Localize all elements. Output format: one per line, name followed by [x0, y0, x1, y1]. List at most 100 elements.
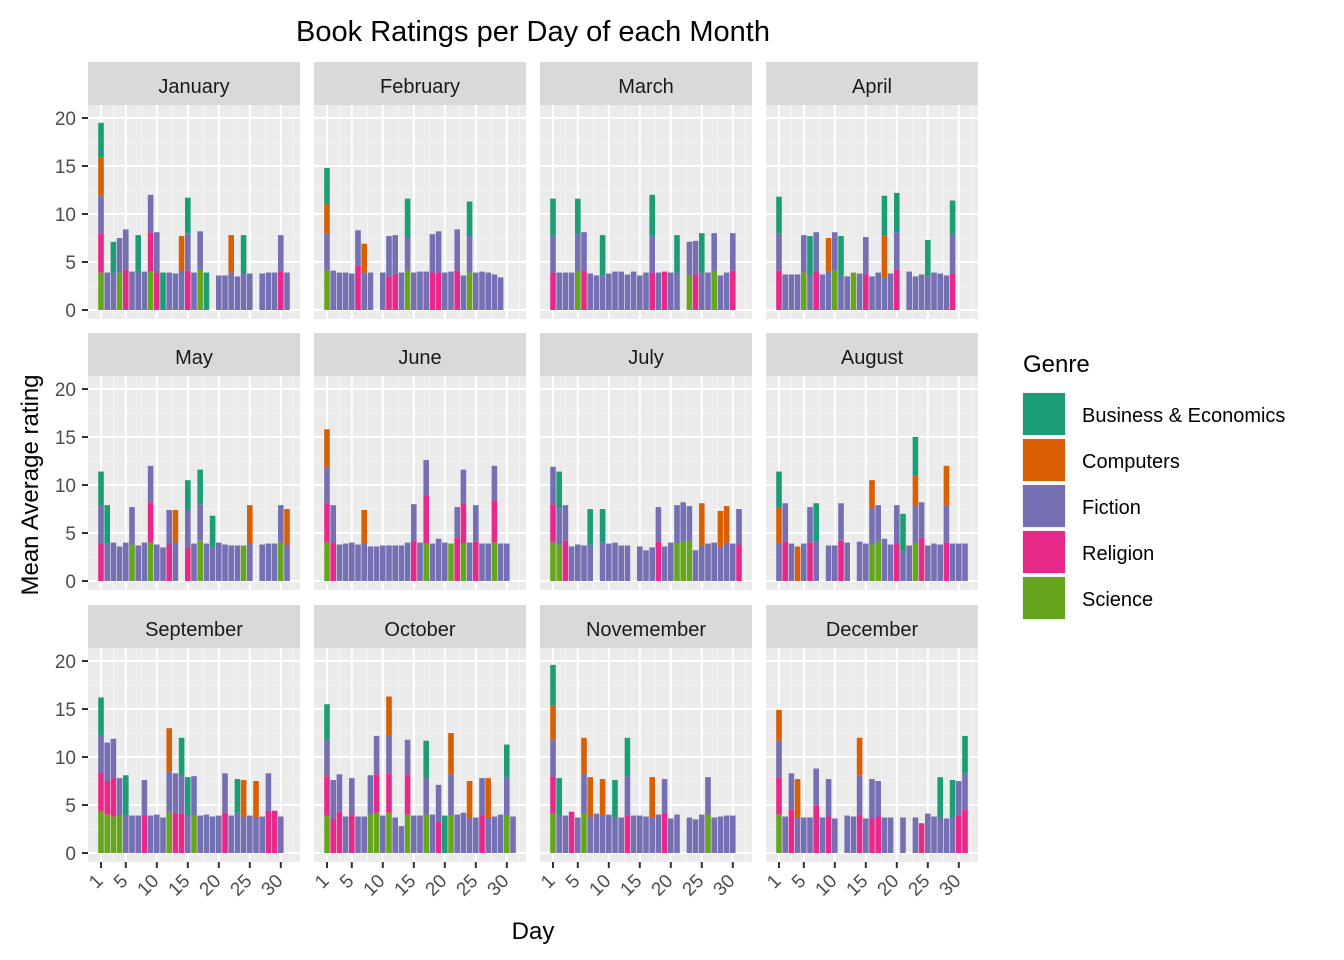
facet-panel-march: March [540, 62, 752, 319]
bar-segment-business-economics [185, 480, 191, 510]
bar-segment-religion [962, 809, 968, 853]
bar-segment-fiction [129, 507, 135, 545]
bar-segment-business-economics [900, 513, 906, 552]
bar-segment-fiction [466, 542, 473, 581]
x-tick-label: 25 [679, 871, 709, 901]
bar-segment-fiction [278, 235, 284, 272]
bar-segment-fiction [881, 277, 888, 310]
x-tick-label: 1 [85, 871, 107, 893]
bar-segment-religion [813, 805, 819, 853]
bar-segment-fiction [271, 543, 278, 581]
x-tick-label: 15 [617, 871, 647, 901]
facet-strip-label: February [380, 76, 460, 98]
bar-segment-fiction [373, 546, 380, 581]
facet-strip [88, 605, 300, 648]
bar-segment-fiction [881, 817, 888, 853]
facet-strip [540, 605, 752, 648]
x-tick-label: 10 [586, 871, 616, 901]
bar-segment-fiction [711, 233, 717, 272]
bar-segment-religion [185, 270, 191, 310]
bar-segment-religion [429, 272, 436, 310]
x-tick-label: 30 [710, 871, 740, 901]
bar-segment-fiction [593, 813, 600, 853]
bar-segment-business-economics [776, 196, 782, 234]
bar-segment-fiction [782, 503, 788, 542]
bar-segment-fiction [962, 543, 968, 581]
legend-swatch [1023, 531, 1065, 573]
x-tick-label: 15 [391, 871, 421, 901]
bar-segment-computers [284, 509, 290, 545]
bar-segment-fiction [411, 815, 417, 853]
bar-segment-fiction [104, 272, 110, 310]
bar-segment-fiction [197, 815, 203, 853]
bar-segment-fiction [98, 195, 104, 234]
bar-segment-fiction [661, 779, 668, 813]
bar-segment-fiction [723, 542, 730, 581]
bar-segment-fiction [404, 542, 411, 581]
bar-segment-fiction [423, 778, 429, 815]
bar-segment-fiction [794, 274, 801, 310]
bar-segment-religion [454, 270, 460, 310]
bar-segment-fiction [599, 275, 606, 310]
bar-segment-science [129, 544, 135, 581]
bar-segment-religion [172, 812, 179, 853]
bar-segment-fiction [875, 272, 881, 310]
bar-segment-fiction [485, 817, 491, 853]
bar-segment-fiction [154, 544, 160, 581]
facet-strip-label: July [628, 347, 664, 369]
bar-segment-fiction [448, 271, 454, 310]
bar-segment-fiction [380, 545, 386, 581]
bar-segment-fiction [216, 815, 222, 853]
bar-segment-fiction [209, 547, 216, 581]
bar-segment-religion [423, 495, 429, 544]
bar-segment-business-economics [185, 197, 191, 234]
bar-segment-religion [875, 816, 881, 853]
bar-segment-fiction [423, 271, 429, 310]
bar-segment-fiction [692, 550, 699, 581]
bar-segment-fiction [411, 504, 417, 541]
bar-segment-fiction [562, 815, 569, 853]
bar-segment-fiction [104, 543, 110, 581]
bar-segment-fiction [178, 776, 185, 814]
x-tick-label: 10 [812, 871, 842, 901]
bar-segment-fiction [147, 194, 154, 233]
bar-segment-fiction [624, 274, 631, 310]
facet-strip-label: January [158, 76, 229, 98]
bar-segment-science [448, 543, 454, 581]
bar-segment-religion [98, 772, 104, 812]
bar-segment-religion [491, 500, 498, 543]
bar-segment-fiction [900, 817, 906, 853]
bar-segment-fiction [869, 508, 875, 545]
bar-segment-science [850, 272, 857, 310]
bar-segment-fiction [116, 238, 123, 273]
bar-segment-business-economics [674, 235, 680, 273]
bar-segment-business-economics [504, 744, 510, 778]
bar-segment-fiction [801, 235, 807, 273]
bar-segment-religion [692, 274, 699, 310]
bar-segment-fiction [367, 775, 374, 815]
facet-panel-august: August [766, 333, 978, 590]
bar-segment-fiction [943, 505, 950, 543]
bar-segment-fiction [943, 818, 950, 853]
bar-segment-religion [649, 272, 655, 310]
bar-segment-fiction [442, 542, 448, 581]
bar-segment-fiction [259, 544, 265, 581]
bar-segment-fiction [637, 275, 643, 310]
bar-segment-religion [222, 812, 228, 853]
bar-segment-religion [776, 270, 782, 310]
bar-segment-fiction [956, 781, 962, 816]
bar-segment-fiction [160, 547, 166, 581]
bar-segment-fiction [172, 773, 179, 813]
bar-segment-fiction [637, 815, 643, 853]
bar-segment-fiction [222, 275, 228, 310]
bar-segment-fiction [788, 543, 795, 581]
bar-segment-fiction [655, 272, 662, 310]
bar-segment-science [832, 270, 838, 310]
bar-segment-fiction [417, 542, 423, 581]
bar-segment-fiction [680, 502, 686, 542]
legend-label: Religion [1082, 543, 1154, 565]
bar-segment-fiction [141, 271, 148, 310]
bar-segment-religion [550, 504, 556, 543]
bar-segment-religion [141, 815, 148, 853]
